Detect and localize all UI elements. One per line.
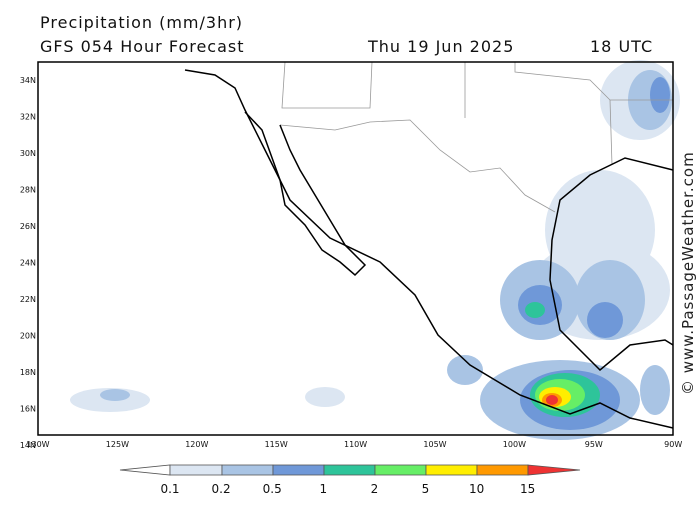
- lat-label: 30N: [20, 149, 36, 158]
- shape: [447, 355, 483, 385]
- legend-level: 0.2: [212, 482, 231, 496]
- map: 34N 32N 30N 28N 26N 24N 22N 20N 18N 16N 14N 130W 12…: [20, 60, 682, 450]
- shape: [650, 77, 670, 113]
- shape: [100, 389, 130, 401]
- shape: [221, 464, 274, 476]
- shape: [184, 69, 674, 429]
- shape: [244, 111, 367, 277]
- precip: [70, 60, 680, 440]
- shape: [514, 62, 673, 101]
- legend-level: 0.1: [160, 482, 179, 496]
- shape: [549, 157, 674, 372]
- shape: [525, 302, 545, 318]
- map-frame: [37, 61, 674, 436]
- lon-label: 115W: [265, 440, 288, 449]
- coastline: [184, 69, 674, 429]
- legend-level: 0.5: [263, 482, 282, 496]
- shape: [527, 464, 581, 476]
- lon-label: 95W: [585, 440, 603, 449]
- lon-label: 90W: [664, 440, 682, 449]
- lat-label: 18N: [20, 368, 36, 377]
- lon-label: 105W: [423, 440, 446, 449]
- lon-label: 130W: [26, 440, 49, 449]
- time: 18 UTC: [590, 37, 653, 56]
- colorbar: [119, 464, 581, 476]
- shape: [272, 464, 325, 476]
- lat-label: 34N: [20, 76, 36, 85]
- legend-levels: 0.1 0.2 0.5 1 2 5 10 15: [160, 482, 535, 496]
- model: GFS 054 Hour Forecast: [40, 37, 245, 56]
- shape: [609, 99, 613, 166]
- lon-labels: 130W 125W 120W 115W 110W 105W 100W 95W 90W: [26, 440, 682, 449]
- lat-labels: 34N 32N 30N 28N 26N 24N 22N 20N 18N 16N 14N: [20, 76, 36, 450]
- lat-label: 26N: [20, 222, 36, 231]
- shape: [374, 464, 427, 476]
- legend-level: 1: [319, 482, 327, 496]
- lon-label: 110W: [344, 440, 367, 449]
- shape: [169, 464, 223, 476]
- lon-label: 120W: [185, 440, 208, 449]
- title: Precipitation (mm/3hr): [40, 13, 243, 32]
- legend-level: 15: [520, 482, 535, 496]
- lon-label: 125W: [106, 440, 129, 449]
- date: Thu 19 Jun 2025: [367, 37, 514, 56]
- lat-label: 20N: [20, 332, 36, 341]
- lat-label: 24N: [20, 259, 36, 268]
- lat-label: 16N: [20, 405, 36, 414]
- shape: [281, 61, 373, 109]
- lat-label: 32N: [20, 113, 36, 122]
- watermark: © www.PassageWeather.com: [679, 151, 697, 395]
- shape: [640, 365, 670, 415]
- legend-level: 2: [371, 482, 379, 496]
- shape: [425, 464, 478, 476]
- shape: [476, 464, 529, 476]
- shape: [546, 395, 558, 405]
- shape: [323, 464, 376, 476]
- shape: [119, 464, 171, 476]
- lon-label: 100W: [503, 440, 526, 449]
- legend-level: 10: [469, 482, 484, 496]
- shape: [279, 119, 556, 213]
- lat-label: 14N: [20, 441, 36, 450]
- legend-level: 5: [422, 482, 430, 496]
- lat-label: 28N: [20, 186, 36, 195]
- borders: [279, 61, 673, 213]
- shape: [305, 387, 345, 407]
- lat-label: 22N: [20, 295, 36, 304]
- shape: [587, 302, 623, 338]
